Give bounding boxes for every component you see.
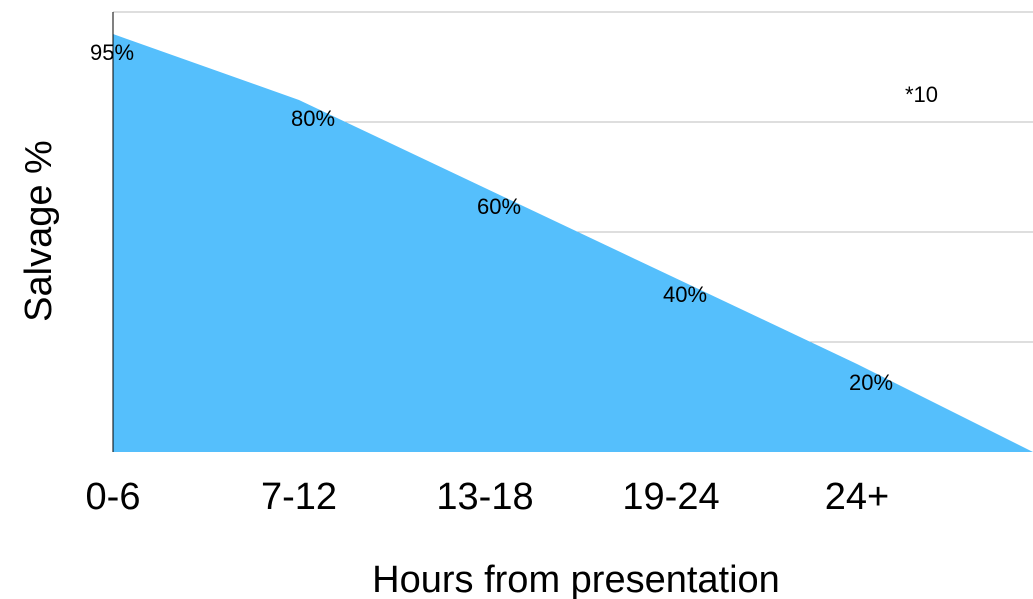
data-label: 40% <box>663 282 707 307</box>
data-labels: 95% 80% 60% 40% 20% <box>90 40 893 395</box>
x-axis-title: Hours from presentation <box>372 559 780 599</box>
x-tick-label: 13-18 <box>436 476 533 518</box>
data-label: 95% <box>90 40 134 65</box>
data-label: 60% <box>477 194 521 219</box>
salvage-area <box>113 34 1033 452</box>
annotation-note: *10 <box>905 82 938 107</box>
x-tick-label: 0-6 <box>86 476 141 518</box>
y-axis-title: Salvage % <box>18 140 60 322</box>
x-tick-label: 7-12 <box>261 476 337 518</box>
x-tick-labels: 0-6 7-12 13-18 19-24 24+ <box>86 476 890 518</box>
data-label: 20% <box>849 370 893 395</box>
data-label: 80% <box>291 106 335 131</box>
x-tick-label: 19-24 <box>622 476 719 518</box>
x-tick-label: 24+ <box>825 476 889 518</box>
